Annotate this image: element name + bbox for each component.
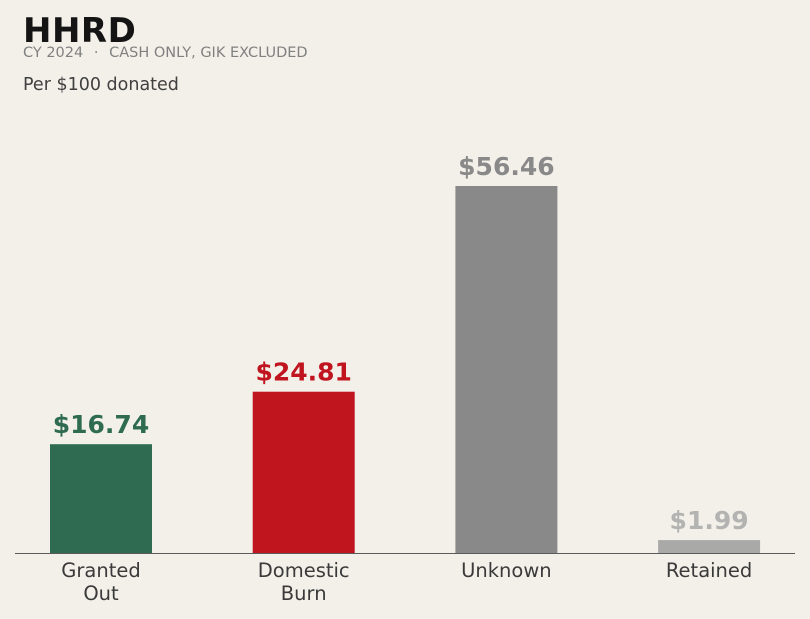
- unit-label: Per $100 donated: [23, 75, 179, 95]
- chart-title: HHRD: [23, 11, 137, 51]
- subtitle-separator: ·: [93, 45, 99, 61]
- bar-1: [252, 391, 355, 553]
- category-label-1-line-1: Burn: [281, 582, 327, 605]
- bar-3: [658, 540, 761, 553]
- value-label-0: $16.74: [53, 410, 149, 439]
- subtitle-period: CY 2024: [23, 45, 84, 61]
- bar-0: [50, 444, 152, 553]
- category-label-1-line-0: Domestic: [258, 559, 350, 582]
- subtitle-scope: CASH ONLY, GIK EXCLUDED: [109, 45, 308, 61]
- chart-subtitle: CY 2024 · CASH ONLY, GIK EXCLUDED: [23, 44, 308, 62]
- value-label-2: $56.46: [458, 152, 554, 181]
- bar-2: [455, 186, 558, 553]
- category-label-3-line-0: Retained: [666, 559, 752, 582]
- category-label-2-line-0: Unknown: [461, 559, 552, 582]
- value-label-3: $1.99: [670, 506, 749, 535]
- value-label-1: $24.81: [255, 358, 351, 387]
- category-label-0-line-0: Granted: [61, 559, 140, 582]
- category-label-0-line-1: Out: [83, 582, 119, 605]
